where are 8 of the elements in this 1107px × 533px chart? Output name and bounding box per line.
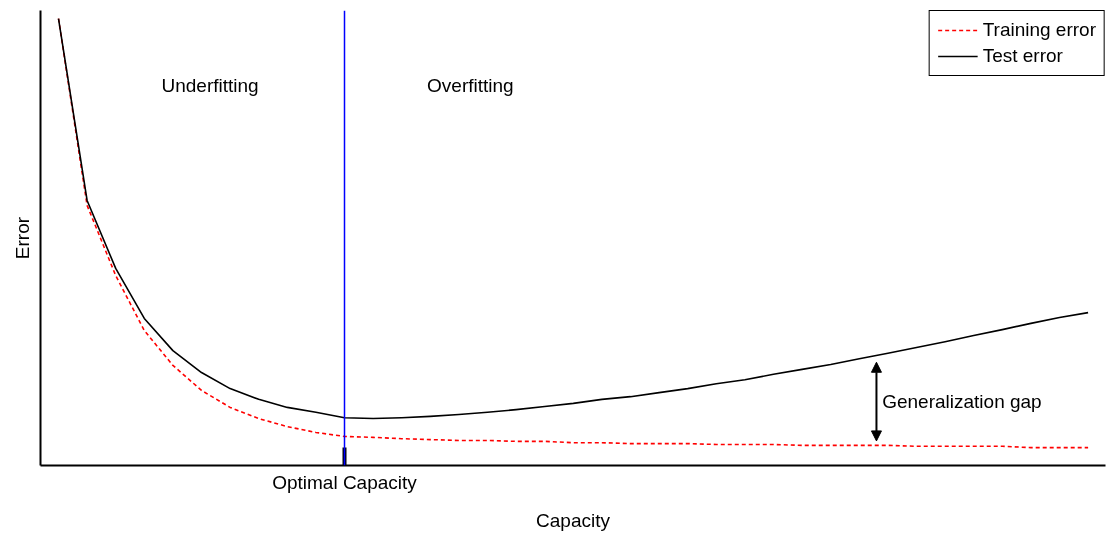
- x-axis-title: Capacity: [536, 509, 611, 531]
- annotation: Overfitting: [427, 75, 514, 97]
- y-axis-title: Error: [11, 216, 33, 260]
- legend-label: Training error: [982, 19, 1096, 41]
- text: Optimal Capacity: [272, 471, 418, 493]
- legend-label: Test error: [982, 45, 1063, 67]
- annotation: Generalization gap: [882, 391, 1042, 413]
- annotation: Underfitting: [161, 75, 259, 97]
